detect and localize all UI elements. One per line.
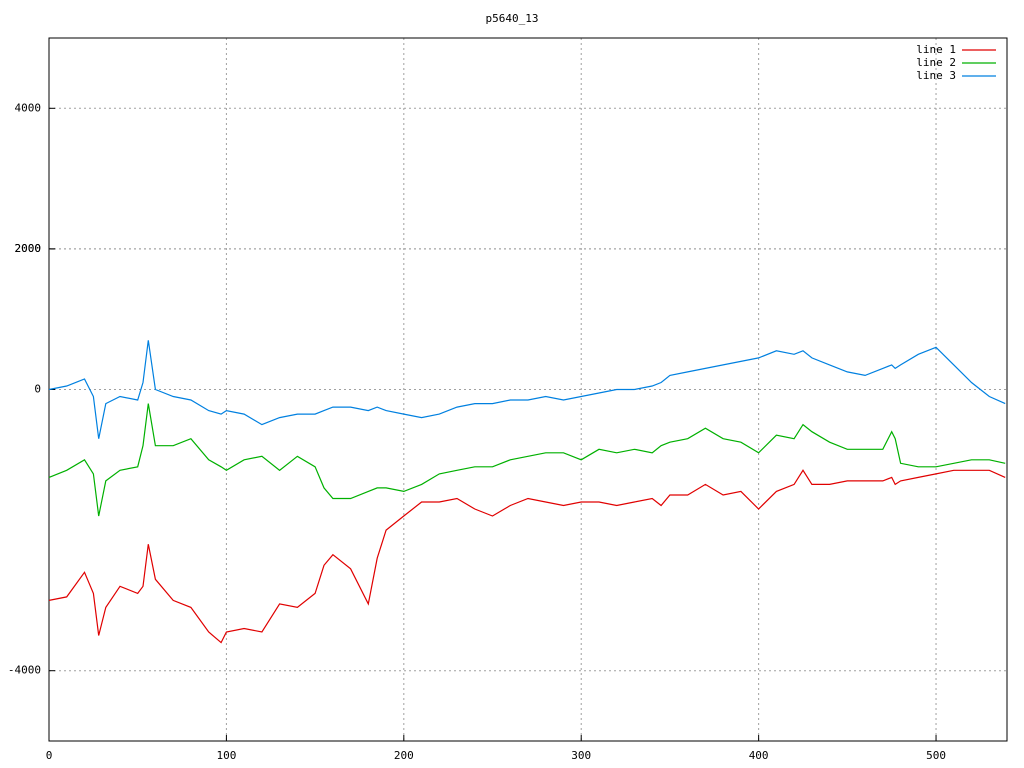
y-tick-label: 2000 [15,242,42,255]
y-tick-label: 2000 [15,242,42,255]
legend-label: line 3 [916,69,956,82]
x-tick-label: 400 [749,749,769,762]
x-tick-label: 200 [394,749,414,762]
x-tick-label: 300 [571,749,591,762]
y-tick-label: 4000 [15,101,42,114]
y-tick-label: -4000 [8,664,41,677]
legend-label: line 1 [916,43,956,56]
series-line [48,403,1006,517]
plot-border [48,37,1008,742]
x-tick-label: 500 [926,749,946,762]
series-line [48,340,1006,439]
y-tick-label: 0 [34,383,41,396]
x-tick-label: 100 [216,749,236,762]
chart-title: p5640_13 [486,12,539,25]
x-tick-label: 0 [46,749,53,762]
series-line [48,469,1006,644]
legend-label: line 2 [916,56,956,69]
